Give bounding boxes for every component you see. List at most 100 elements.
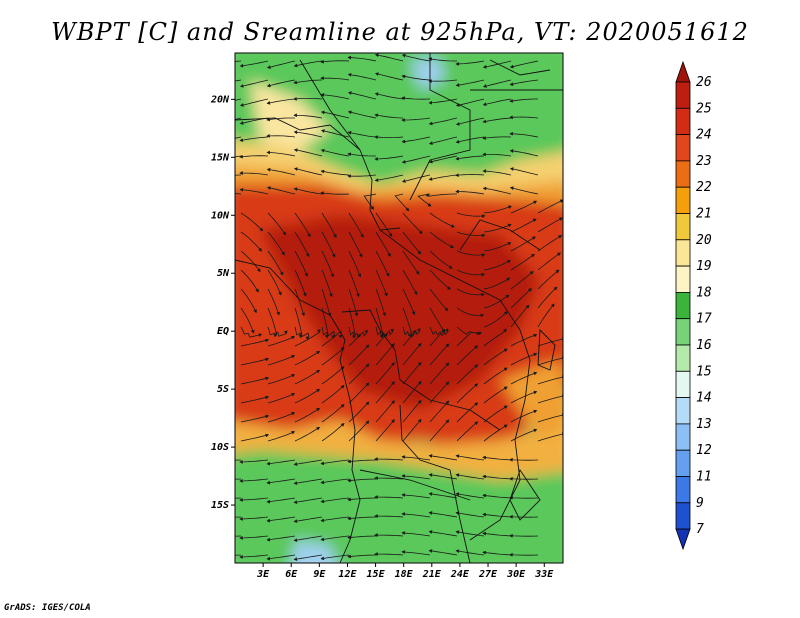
streamline-arrow bbox=[507, 223, 512, 228]
streamline bbox=[267, 412, 295, 423]
streamline bbox=[267, 393, 295, 404]
streamline-arrow bbox=[213, 458, 216, 461]
streamline bbox=[456, 345, 478, 366]
streamline-arrow bbox=[347, 497, 351, 502]
streamline bbox=[294, 60, 323, 67]
streamline bbox=[267, 60, 296, 69]
streamline-arrow bbox=[525, 304, 530, 309]
streamline-arrow bbox=[253, 309, 257, 314]
streamline bbox=[402, 307, 413, 335]
streamline-arrow bbox=[266, 134, 270, 138]
streamline bbox=[240, 497, 269, 501]
streamline-arrow bbox=[474, 383, 479, 387]
streamline bbox=[429, 288, 448, 311]
streamline-arrow bbox=[528, 288, 532, 292]
streamline bbox=[267, 79, 296, 87]
streamline bbox=[348, 307, 356, 336]
streamline bbox=[375, 307, 384, 336]
streamline bbox=[375, 330, 393, 347]
streamline-arrow bbox=[320, 76, 324, 80]
streamline bbox=[456, 250, 485, 256]
streamline bbox=[267, 152, 296, 157]
streamline-arrow bbox=[374, 552, 378, 556]
x-tick-label: 3E bbox=[256, 569, 270, 580]
streamline bbox=[375, 553, 404, 556]
streamline-arrow bbox=[255, 288, 259, 293]
streamline-arrow bbox=[455, 189, 459, 194]
streamline bbox=[402, 456, 431, 461]
streamline bbox=[402, 381, 422, 404]
streamline bbox=[429, 419, 449, 442]
streamline bbox=[321, 231, 336, 258]
streamline bbox=[348, 92, 377, 100]
streamline bbox=[402, 329, 420, 347]
streamline-arrow bbox=[340, 423, 345, 427]
streamline bbox=[456, 550, 485, 556]
streamline bbox=[267, 535, 296, 541]
streamline bbox=[348, 231, 363, 258]
streamline-arrow bbox=[503, 386, 508, 390]
streamline bbox=[321, 149, 350, 157]
streamline bbox=[294, 326, 310, 338]
streamline bbox=[537, 433, 563, 442]
streamline-arrow bbox=[559, 217, 563, 221]
streamline-arrow bbox=[347, 152, 352, 157]
streamline-arrow bbox=[417, 250, 422, 255]
streamline bbox=[240, 79, 269, 87]
chart-title: WBPT [C] and Sreamline at 925hPa, VT: 20… bbox=[51, 18, 749, 46]
streamline bbox=[375, 515, 404, 518]
streamline-arrow bbox=[482, 136, 487, 140]
streamline bbox=[267, 288, 280, 315]
colorbar-label: 14 bbox=[696, 391, 712, 406]
streamline-arrow bbox=[445, 400, 450, 405]
streamline bbox=[240, 535, 269, 539]
streamline bbox=[375, 269, 388, 296]
streamline bbox=[483, 79, 512, 88]
streamline bbox=[429, 330, 449, 347]
streamline bbox=[402, 362, 422, 385]
streamline-arrow bbox=[265, 395, 270, 400]
y-tick-label: 5N bbox=[217, 268, 230, 279]
streamline bbox=[456, 493, 485, 499]
streamline-arrow bbox=[265, 357, 270, 362]
streamline-arrow bbox=[239, 154, 244, 159]
streamline bbox=[235, 554, 242, 556]
streamline bbox=[429, 307, 445, 333]
streamline-arrow bbox=[347, 516, 351, 521]
streamline bbox=[348, 212, 364, 238]
streamline-arrow bbox=[354, 312, 359, 317]
streamline bbox=[321, 250, 334, 277]
streamline bbox=[456, 269, 485, 276]
streamline-arrow bbox=[507, 260, 511, 264]
streamline-arrow bbox=[301, 312, 305, 317]
streamline-arrow bbox=[320, 169, 325, 174]
streamline-arrow bbox=[213, 534, 216, 537]
streamline-arrow bbox=[391, 419, 395, 423]
streamline bbox=[510, 133, 539, 138]
streamline bbox=[429, 155, 458, 163]
streamline bbox=[429, 250, 453, 269]
colorbar-label: 16 bbox=[696, 338, 712, 353]
streamline bbox=[321, 423, 345, 442]
streamline bbox=[267, 374, 295, 385]
streamline bbox=[235, 79, 242, 82]
streamline bbox=[348, 344, 369, 366]
streamline-arrow bbox=[213, 176, 216, 179]
streamline bbox=[402, 212, 423, 234]
x-tick-label: 15E bbox=[367, 569, 386, 580]
colorbar-segment bbox=[675, 239, 691, 267]
grads-credit: GrADS: IGES/COLA bbox=[4, 603, 91, 613]
streamline bbox=[483, 348, 508, 366]
streamline-arrow bbox=[374, 157, 378, 161]
streamline-arrow bbox=[388, 233, 393, 237]
streamline bbox=[456, 98, 485, 106]
streamline bbox=[456, 383, 478, 404]
colorbar-segment bbox=[675, 449, 691, 477]
streamline-arrow bbox=[320, 518, 325, 523]
streamline bbox=[267, 169, 296, 176]
streamline bbox=[267, 307, 278, 335]
cold-spot-north bbox=[410, 58, 445, 90]
streamline bbox=[510, 353, 537, 366]
streamline-arrow bbox=[239, 555, 243, 559]
streamline-arrow bbox=[481, 253, 486, 257]
